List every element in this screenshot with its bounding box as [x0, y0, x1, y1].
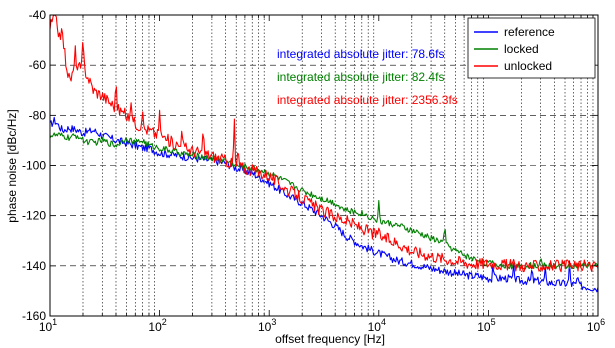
y-tick-label: -140: [22, 259, 46, 273]
x-tick-label: 105: [477, 317, 495, 334]
x-tick-labels: 101 102 103 104 105 106: [39, 317, 605, 334]
legend-label: reference: [504, 25, 555, 39]
x-tick-label: 103: [258, 317, 276, 334]
y-tick-labels: -40 -60 -80 -100 -120 -140 -160: [22, 8, 46, 323]
y-tick-label: -40: [29, 8, 47, 22]
y-axis-label: phase noise [dBc/Hz]: [5, 109, 19, 222]
axis-ticks: [49, 14, 598, 317]
legend-box: [467, 17, 596, 79]
jitter-annotation: integrated absolute jitter: 82.4fs: [277, 70, 444, 84]
legend-label: unlocked: [504, 59, 552, 73]
x-tick-label: 106: [587, 317, 605, 334]
y-tick-label: -100: [22, 159, 46, 173]
series-line-unlocked: [49, 14, 599, 273]
y-tick-label: -60: [29, 58, 47, 72]
x-tick-label: 104: [368, 317, 386, 334]
y-tick-label: -160: [22, 309, 46, 323]
legend-label: locked: [504, 42, 539, 56]
series-line-locked: [49, 132, 599, 270]
series-lines: [49, 14, 599, 293]
jitter-annotations: integrated absolute jitter: 78.6fs integr…: [277, 47, 458, 107]
jitter-annotation: integrated absolute jitter: 2356.3fs: [277, 93, 458, 107]
x-axis-label: offset frequency [Hz]: [275, 332, 385, 346]
y-tick-label: -120: [22, 209, 46, 223]
series-line-reference: [49, 116, 599, 293]
jitter-annotation: integrated absolute jitter: 78.6fs: [277, 47, 444, 61]
x-tick-label: 102: [148, 317, 166, 334]
x-tick-label: 101: [39, 317, 57, 334]
legend: reference locked unlocked: [467, 17, 596, 79]
y-tick-label: -80: [29, 108, 47, 122]
